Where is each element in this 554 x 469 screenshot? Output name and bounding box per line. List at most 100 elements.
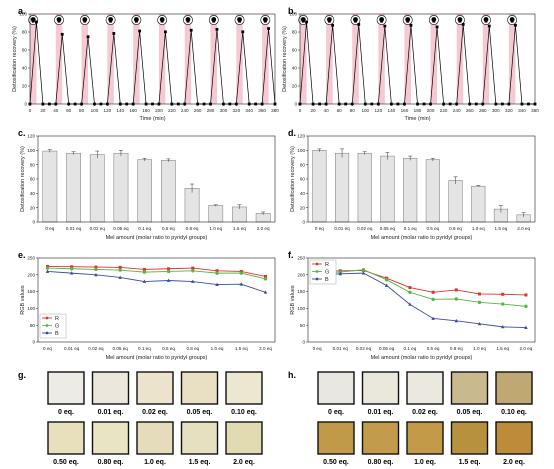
data-point	[191, 269, 195, 273]
data-point	[47, 102, 51, 106]
panel-label-h: h.	[288, 370, 296, 380]
data-point	[361, 268, 366, 272]
skull-icon-jaw	[57, 21, 61, 23]
skull-icon-jaw	[212, 21, 216, 23]
y-tick-label: 80	[30, 162, 36, 167]
data-point	[501, 302, 505, 306]
y-tick-label: 80	[22, 30, 28, 35]
y-tick-label: 250	[27, 256, 35, 261]
y-axis-label: Detoxification recovery (%)	[12, 26, 18, 92]
data-point	[215, 269, 219, 273]
bar	[208, 205, 224, 223]
data-point	[67, 102, 71, 106]
skull-icon-jaw	[301, 21, 305, 23]
skull-icon-head	[431, 17, 437, 22]
x-tick-label: 1.0 eq	[472, 226, 485, 231]
x-tick-label: 180	[142, 108, 150, 113]
swatch-label: 2.0 eq.	[503, 459, 525, 466]
swatch-label: 1.0 eq.	[414, 459, 436, 466]
bar	[403, 157, 418, 223]
skull-icon	[105, 15, 116, 25]
x-tick-label: 240	[453, 108, 461, 113]
x-tick-label: 340	[245, 108, 253, 113]
data-point	[494, 102, 498, 106]
y-tick-label: 100	[289, 12, 297, 17]
data-point	[54, 102, 58, 106]
color-swatch	[317, 421, 355, 455]
data-point	[383, 24, 387, 28]
skull-icon	[324, 15, 335, 25]
color-swatch	[450, 371, 489, 405]
data-point	[167, 267, 171, 271]
x-tick-label: 280	[479, 108, 487, 113]
x-tick-label: 0.8 eq	[186, 346, 199, 351]
legend-marker	[45, 324, 49, 327]
bar	[312, 150, 327, 223]
skull-icon-jaw	[31, 21, 35, 23]
legend-marker	[315, 270, 319, 273]
skull-icon-head	[379, 17, 384, 22]
skull-icon	[54, 15, 64, 25]
color-swatch	[361, 371, 400, 405]
data-point	[163, 30, 167, 34]
color-swatch	[450, 421, 489, 455]
shaded-band	[482, 14, 490, 104]
data-point	[396, 102, 400, 106]
x-tick-label: 0.02 eq	[88, 346, 104, 351]
y-tick-label: 100	[297, 306, 305, 311]
x-axis-label: Mel amount (molar ratio to pyridyl group…	[106, 355, 208, 361]
data-point	[239, 271, 243, 275]
x-tick-label: 1.5 eq	[233, 226, 246, 231]
data-point	[228, 102, 232, 106]
skull-icon-head	[30, 17, 36, 22]
data-point	[474, 102, 478, 106]
bar	[380, 155, 395, 223]
skull-icon	[428, 15, 439, 25]
y-tick-label: 50	[30, 323, 36, 328]
skull-icon-head	[300, 17, 306, 22]
panel-label-e: e.	[18, 250, 26, 260]
data-point	[454, 318, 459, 323]
data-point	[507, 102, 511, 106]
shaded-band	[55, 14, 63, 104]
data-point	[138, 29, 142, 33]
y-tick-label: 250	[297, 256, 305, 261]
swatch-label: 1.0 eq.	[144, 459, 166, 466]
color-swatch	[91, 371, 130, 405]
bar	[113, 152, 129, 223]
swatch-label: 0.05 eq.	[187, 409, 213, 416]
bar	[66, 152, 81, 223]
bar	[357, 152, 372, 223]
shaded-band	[262, 14, 269, 104]
y-tick-label: 100	[297, 148, 305, 153]
data-point	[118, 265, 122, 269]
data-point	[267, 27, 270, 30]
series-line	[299, 21, 535, 105]
data-point	[477, 300, 482, 305]
skull-icon-head	[211, 17, 217, 22]
data-point	[422, 102, 426, 106]
y-tick-label: 80	[300, 162, 306, 167]
shaded-band	[378, 14, 385, 104]
swatch-label: 0.80 eq.	[368, 459, 394, 466]
skull-icon	[79, 15, 90, 25]
color-swatch	[225, 371, 263, 405]
x-tick-label: 1.5 eq	[235, 346, 248, 351]
data-point	[403, 102, 406, 106]
bar	[137, 159, 153, 223]
data-point	[416, 102, 419, 106]
skull-icon-jaw	[484, 21, 488, 23]
x-tick-label: 0 eq	[313, 346, 322, 351]
skull-icon	[208, 15, 219, 25]
swatch-label: 0.02 eq.	[142, 409, 168, 416]
skull-icon-head	[108, 17, 113, 22]
x-tick-label: 1.5 eq	[496, 346, 509, 351]
data-point	[298, 102, 302, 106]
x-tick-label: 0	[29, 108, 32, 113]
skull-icon-head	[509, 17, 515, 22]
x-tick-label: 0.5 eq	[426, 226, 439, 231]
data-point	[337, 102, 341, 106]
skull-icon-head	[353, 17, 358, 22]
data-point	[176, 102, 180, 106]
skull-icon-head	[262, 17, 268, 22]
